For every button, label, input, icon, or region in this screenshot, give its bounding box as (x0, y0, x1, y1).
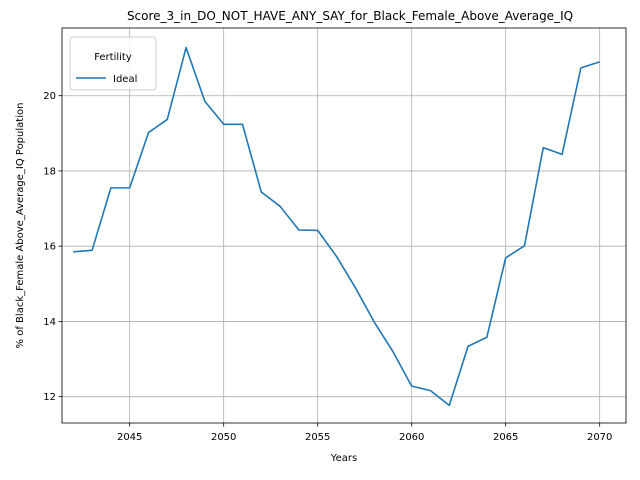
legend-title: Fertility (94, 52, 132, 63)
y-tick-label: 16 (43, 242, 56, 253)
x-tick-label: 2050 (211, 432, 236, 443)
x-tick-label: 2055 (305, 432, 330, 443)
x-tick-label: 2045 (117, 432, 142, 443)
x-tick-label: 2070 (587, 432, 612, 443)
y-tick-label: 12 (43, 392, 56, 403)
chart-title: Score_3_in_DO_NOT_HAVE_ANY_SAY_for_Black… (127, 9, 573, 23)
x-axis: 2045 2050 2055 2060 2065 2070 (117, 423, 612, 443)
legend-box (69, 36, 157, 91)
y-tick-label: 20 (43, 91, 56, 102)
plot-frame (61, 27, 627, 424)
y-tick-label: 14 (43, 317, 56, 328)
y-axis: 12 14 16 18 20 (43, 91, 62, 403)
y-tick-label: 18 (43, 166, 56, 177)
x-axis-label: Years (330, 453, 357, 464)
series-line-ideal (73, 46, 600, 407)
grid-lines (62, 28, 626, 423)
x-tick-label: 2060 (399, 432, 424, 443)
x-tick-label: 2065 (493, 432, 518, 443)
legend-label-ideal: Ideal (113, 74, 137, 85)
legend: Fertility Ideal (69, 36, 157, 91)
y-axis-label: % of Black_Female Above_Average_IQ Popul… (15, 103, 26, 349)
series-group (73, 46, 600, 407)
